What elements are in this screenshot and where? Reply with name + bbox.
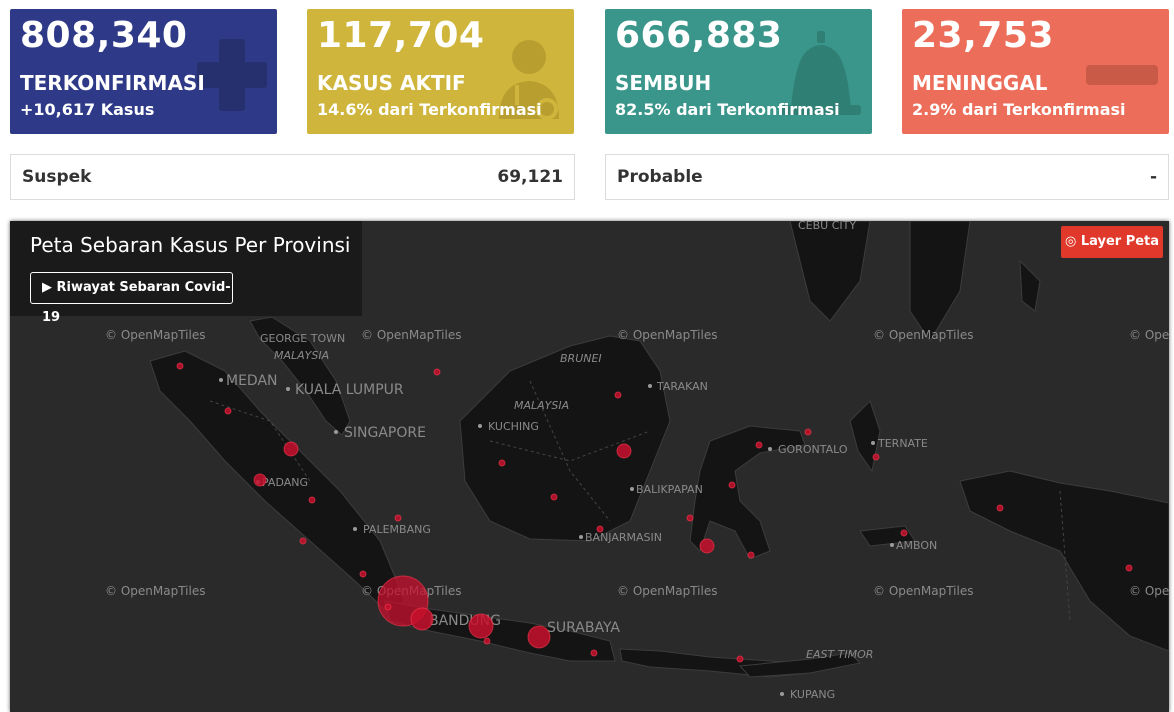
label-kuala-lumpur: KUALA LUMPUR — [295, 382, 404, 398]
active-value: 117,704 — [317, 15, 485, 56]
case-marker[interactable] — [550, 493, 558, 501]
attribution-10: © OpenMapTiles — [1129, 584, 1169, 598]
case-marker[interactable] — [1125, 564, 1133, 572]
case-marker[interactable] — [728, 481, 736, 489]
case-marker[interactable] — [872, 453, 880, 461]
case-marker[interactable] — [299, 537, 307, 545]
card-confirmed: 808,340 TERKONFIRMASI +10,617 Kasus — [10, 9, 277, 134]
case-marker[interactable] — [224, 407, 232, 415]
case-marker[interactable] — [596, 525, 604, 533]
recovered-value: 666,883 — [615, 15, 783, 56]
card-recovered: 666,883 SEMBUH 82.5% dari Terkonfirmasi — [605, 9, 872, 134]
probable-value: - — [1149, 167, 1157, 187]
label-kupang: KUPANG — [790, 688, 835, 701]
case-marker[interactable] — [433, 368, 441, 376]
attribution-3: © OpenMapTiles — [617, 328, 717, 342]
attribution-8: © OpenMapTiles — [617, 584, 717, 598]
case-marker[interactable] — [283, 441, 299, 457]
case-marker[interactable] — [253, 473, 267, 487]
label-ambon: AMBON — [896, 539, 937, 552]
suspek-box: Suspek 69,121 — [10, 154, 575, 200]
recovered-sub: 82.5% dari Terkonfirmasi — [615, 100, 840, 119]
probable-label: Probable — [617, 167, 703, 187]
case-marker[interactable] — [996, 504, 1004, 512]
label-padang: PADANG — [262, 476, 308, 489]
case-marker[interactable] — [483, 637, 491, 645]
label-cebu: CEBU CITY — [798, 221, 856, 232]
deaths-label: MENINGGAL — [912, 71, 1048, 95]
label-george-town: GEORGE TOWN — [260, 332, 345, 345]
attribution-4: © OpenMapTiles — [873, 328, 973, 342]
label-tarakan: TARAKAN — [656, 380, 708, 393]
suspek-label: Suspek — [22, 167, 92, 187]
case-marker[interactable] — [686, 514, 694, 522]
case-marker[interactable] — [755, 441, 763, 449]
label-malaysia-west: MALAYSIA — [274, 349, 329, 362]
case-marker[interactable] — [527, 625, 551, 649]
label-brunei: BRUNEI — [560, 352, 602, 365]
attribution-9: © OpenMapTiles — [873, 584, 973, 598]
case-marker[interactable] — [900, 529, 908, 537]
confirmed-sub: +10,617 Kasus — [20, 100, 155, 119]
case-marker[interactable] — [394, 514, 402, 522]
case-marker[interactable] — [410, 607, 434, 631]
label-banjarmasin: BANJARMASIN — [585, 531, 662, 544]
label-east-timor: EAST TIMOR — [806, 648, 873, 661]
case-marker[interactable] — [176, 362, 184, 370]
case-marker[interactable] — [616, 443, 632, 459]
active-sub: 14.6% dari Terkonfirmasi — [317, 100, 542, 119]
label-surabaya: SURABAYA — [547, 620, 620, 636]
label-ternate: TERNATE — [877, 437, 928, 450]
attribution-5: © OpenMapTiles — [1129, 328, 1169, 342]
deaths-value: 23,753 — [912, 15, 1054, 56]
map-title: Peta Sebaran Kasus Per Provinsi — [30, 233, 351, 257]
case-marker[interactable] — [747, 551, 755, 559]
case-marker[interactable] — [614, 391, 622, 399]
case-map[interactable]: CEBU CITY GEORGE TOWN MALAYSIA MEDAN KUA… — [10, 221, 1169, 712]
case-marker[interactable] — [359, 570, 367, 578]
case-marker[interactable] — [699, 538, 715, 554]
label-kuching: KUCHING — [488, 420, 539, 433]
case-marker[interactable] — [468, 613, 494, 639]
confirmed-label: TERKONFIRMASI — [20, 71, 205, 95]
label-singapore: SINGAPORE — [344, 425, 426, 441]
doctor-icon — [499, 40, 559, 120]
probable-box: Probable - — [605, 154, 1169, 200]
case-marker[interactable] — [736, 655, 744, 663]
attribution-1: © OpenMapTiles — [105, 328, 205, 342]
label-gorontalo: GORONTALO — [778, 443, 848, 456]
active-label: KASUS AKTIF — [317, 71, 466, 95]
label-medan: MEDAN — [226, 373, 278, 389]
map-canvas[interactable]: CEBU CITY GEORGE TOWN MALAYSIA MEDAN KUA… — [10, 221, 1169, 712]
confirmed-value: 808,340 — [20, 15, 188, 56]
deaths-sub: 2.9% dari Terkonfirmasi — [912, 100, 1126, 119]
case-marker[interactable] — [384, 603, 392, 611]
attribution-2: © OpenMapTiles — [361, 328, 461, 342]
case-marker[interactable] — [498, 459, 506, 467]
minus-icon — [1086, 65, 1158, 85]
label-balikpapan: BALIKPAPAN — [636, 483, 703, 496]
attribution-6: © OpenMapTiles — [105, 584, 205, 598]
history-button[interactable]: ▶ Riwayat Sebaran Covid-19 — [30, 272, 233, 325]
case-marker[interactable] — [590, 649, 598, 657]
label-palembang: PALEMBANG — [363, 523, 431, 536]
case-marker[interactable] — [804, 428, 812, 436]
layer-map-button[interactable]: ◎ Layer Peta — [1061, 226, 1163, 258]
card-deaths: 23,753 MENINGGAL 2.9% dari Terkonfirmasi — [902, 9, 1169, 134]
bell-icon — [781, 31, 861, 115]
plus-icon — [197, 39, 267, 111]
suspek-value: 69,121 — [497, 167, 563, 187]
case-marker[interactable] — [308, 496, 316, 504]
card-active: 117,704 KASUS AKTIF 14.6% dari Terkonfir… — [307, 9, 574, 134]
map-title-panel: Peta Sebaran Kasus Per Provinsi ▶ Riwaya… — [10, 221, 362, 325]
recovered-label: SEMBUH — [615, 71, 712, 95]
label-malaysia-east: MALAYSIA — [514, 399, 569, 412]
